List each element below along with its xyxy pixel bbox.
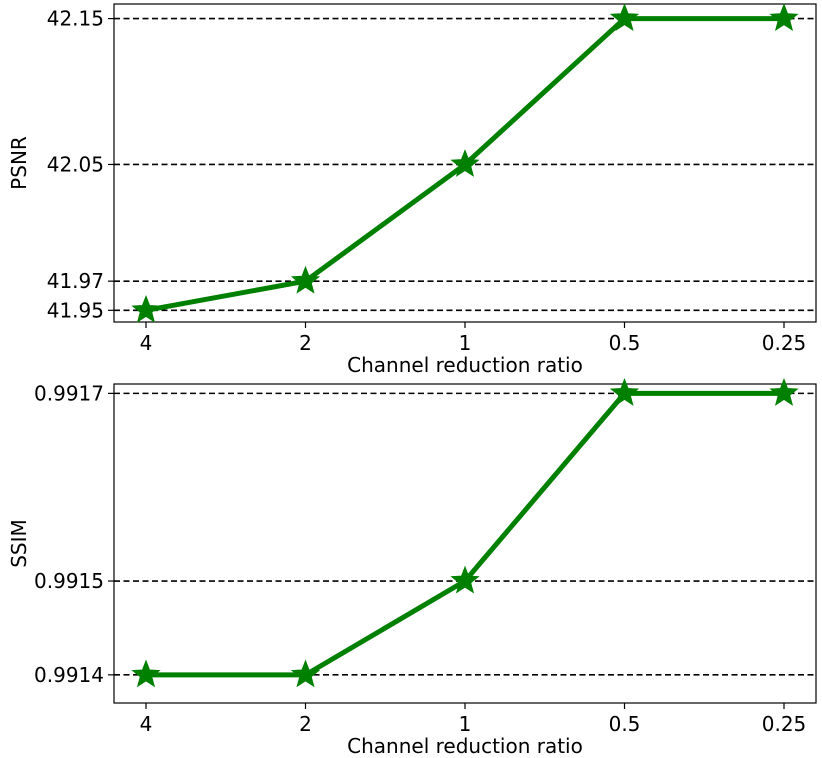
ssim-data-point-star bbox=[450, 565, 480, 594]
psnr-data-point-star bbox=[609, 3, 640, 32]
psnr-x-tick-label: 0.25 bbox=[762, 331, 807, 355]
psnr-y-tick-label: 41.97 bbox=[47, 269, 104, 293]
ssim-series-line bbox=[143, 390, 787, 678]
psnr-y-tick-label: 42.15 bbox=[47, 7, 104, 31]
psnr-x-tick-label: 1 bbox=[459, 331, 472, 355]
psnr-data-point-star bbox=[290, 265, 321, 294]
ssim-y-tick-label: 0.9914 bbox=[34, 663, 104, 687]
ssim-x-tick-label: 0.5 bbox=[609, 712, 641, 736]
ssim-y-tick-label: 0.9915 bbox=[34, 569, 104, 593]
psnr-y-tick-label: 42.05 bbox=[47, 152, 104, 176]
psnr-y-tick-label: 41.95 bbox=[47, 298, 104, 322]
ssim-y-axis-label: SSIM bbox=[7, 519, 31, 568]
ssim-x-tick-label: 1 bbox=[459, 712, 472, 736]
psnr-data-point-star bbox=[131, 294, 161, 323]
psnr-x-axis-label: Channel reduction ratio bbox=[347, 353, 583, 377]
psnr-x-tick-label: 2 bbox=[299, 331, 312, 355]
ssim-chart: 0.9914 0.9915 0.9917 4 2 1 0.5 0.25 Channel redu… bbox=[7, 377, 817, 758]
ssim-x-tick-label: 4 bbox=[140, 712, 153, 736]
ssim-data-point-star bbox=[290, 659, 321, 688]
ssim-data-point-star bbox=[769, 377, 799, 406]
ssim-data-point-star bbox=[131, 659, 161, 688]
ssim-y-tick-label: 0.9917 bbox=[34, 381, 104, 405]
ssim-x-tick-label: 0.25 bbox=[762, 712, 807, 736]
ssim-data-point-star bbox=[609, 377, 640, 406]
psnr-chart: 41.95 41.97 42.05 42.15 4 2 1 0.5 0.25 Channel re… bbox=[7, 3, 817, 377]
psnr-data-point-star bbox=[450, 149, 480, 177]
ssim-axes-frame bbox=[113, 383, 817, 704]
psnr-data-point-star bbox=[769, 3, 799, 32]
ssim-x-axis-label: Channel reduction ratio bbox=[347, 734, 583, 758]
psnr-x-tick-label: 0.5 bbox=[609, 331, 641, 355]
psnr-x-tick-label: 4 bbox=[140, 331, 153, 355]
ssim-x-tick-label: 2 bbox=[299, 712, 312, 736]
psnr-y-axis-label: PSNR bbox=[7, 136, 31, 190]
